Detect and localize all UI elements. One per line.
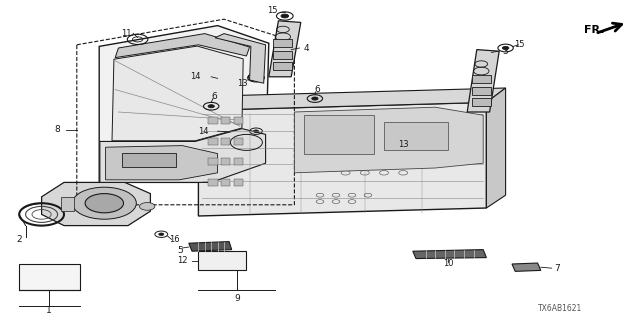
Bar [472, 98, 491, 106]
Polygon shape [215, 34, 266, 83]
Bar [208, 117, 218, 124]
Bar [208, 179, 218, 186]
Text: 13: 13 [237, 79, 247, 88]
Text: 8: 8 [55, 125, 60, 134]
Polygon shape [198, 88, 506, 110]
Polygon shape [269, 21, 301, 77]
Bar [61, 197, 74, 211]
Circle shape [502, 46, 509, 50]
Polygon shape [512, 263, 541, 271]
Polygon shape [198, 102, 486, 216]
Text: TX6AB1621: TX6AB1621 [538, 304, 582, 313]
Bar [234, 138, 243, 145]
Circle shape [312, 97, 318, 100]
Circle shape [208, 105, 214, 108]
Bar [472, 75, 491, 83]
Polygon shape [106, 146, 218, 180]
Text: 5: 5 [178, 246, 183, 255]
Circle shape [281, 14, 289, 18]
Text: 10: 10 [443, 260, 453, 268]
Bar [221, 179, 230, 186]
Polygon shape [42, 182, 150, 226]
Text: 13: 13 [398, 140, 408, 149]
Text: 14: 14 [198, 127, 209, 136]
Bar [234, 179, 243, 186]
Bar [304, 115, 374, 154]
Text: FR.: FR. [584, 25, 604, 36]
Bar [221, 138, 230, 145]
Polygon shape [413, 250, 486, 259]
Circle shape [85, 194, 124, 213]
Text: 14: 14 [190, 72, 200, 81]
Text: 3: 3 [503, 47, 508, 56]
Polygon shape [467, 50, 499, 112]
Bar [273, 51, 292, 59]
Text: 6: 6 [314, 85, 319, 94]
Text: 15: 15 [267, 6, 277, 15]
Polygon shape [115, 34, 250, 58]
Bar [273, 39, 292, 47]
Circle shape [409, 137, 417, 141]
Bar [273, 62, 292, 70]
Circle shape [140, 203, 155, 210]
Bar [472, 87, 491, 95]
Text: 11: 11 [122, 29, 132, 38]
Circle shape [252, 76, 260, 80]
Bar [234, 117, 243, 124]
Polygon shape [294, 107, 483, 173]
Bar [208, 138, 218, 145]
Circle shape [72, 187, 136, 219]
Polygon shape [100, 129, 266, 182]
Polygon shape [112, 46, 243, 141]
Bar [122, 153, 176, 167]
Text: 12: 12 [177, 256, 188, 265]
Circle shape [253, 130, 259, 132]
Bar [208, 158, 218, 165]
Bar [19, 264, 80, 290]
Polygon shape [99, 26, 269, 182]
Text: 1: 1 [47, 306, 52, 315]
Text: 4: 4 [303, 44, 308, 52]
Text: 2: 2 [17, 236, 22, 244]
Text: 7: 7 [554, 264, 559, 273]
Text: 15: 15 [515, 40, 525, 49]
Bar [198, 251, 246, 270]
Text: 6: 6 [212, 92, 217, 100]
Circle shape [159, 233, 164, 236]
Bar [221, 117, 230, 124]
Text: 9: 9 [234, 294, 239, 303]
Circle shape [253, 75, 259, 78]
Text: 16: 16 [169, 236, 179, 244]
Polygon shape [486, 88, 506, 208]
Bar [221, 158, 230, 165]
Bar [384, 122, 448, 150]
Bar [234, 158, 243, 165]
Polygon shape [189, 242, 232, 251]
